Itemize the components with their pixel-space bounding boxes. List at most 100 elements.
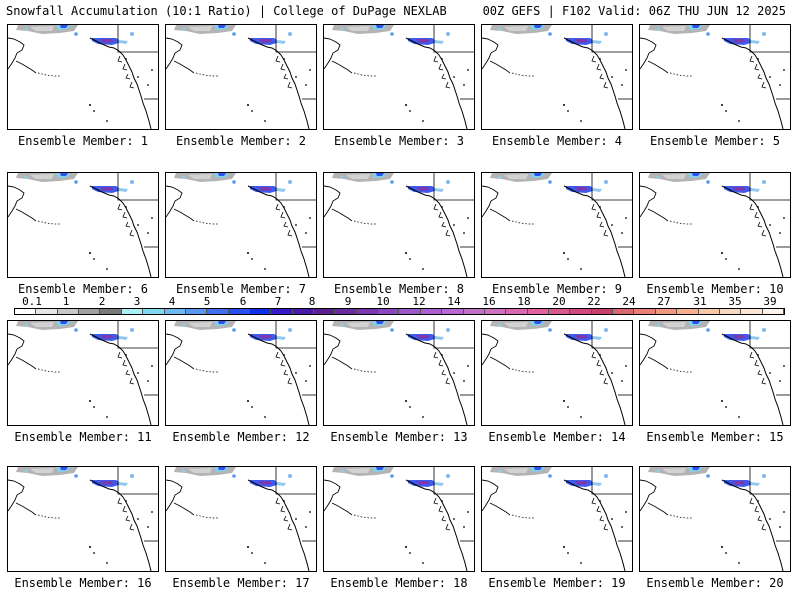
ensemble-member-label: Ensemble Member: 5 bbox=[649, 134, 781, 148]
ensemble-map-panel bbox=[165, 24, 317, 130]
legend-color-cell bbox=[463, 309, 485, 314]
legend-color-cell bbox=[570, 309, 592, 314]
legend-color-cell bbox=[506, 309, 528, 314]
legend-tick-label: 20 bbox=[552, 295, 566, 308]
ensemble-member-label: Ensemble Member: 4 bbox=[491, 134, 623, 148]
legend-color-cell bbox=[655, 309, 678, 314]
ensemble-member-label: Ensemble Member: 14 bbox=[488, 430, 626, 444]
ensemble-member-label: Ensemble Member: 11 bbox=[14, 430, 152, 444]
ensemble-map-panel bbox=[165, 320, 317, 426]
legend-tick-label: 12 bbox=[412, 295, 426, 308]
legend-color-cell bbox=[207, 309, 229, 314]
ensemble-map-panel bbox=[7, 320, 159, 426]
legend-color-cell bbox=[57, 309, 80, 314]
ensemble-map-panel bbox=[165, 172, 317, 278]
legend-tick-label: 27 bbox=[657, 295, 671, 308]
legend-color-cell bbox=[762, 309, 784, 314]
ensemble-member-label: Ensemble Member: 7 bbox=[175, 282, 307, 296]
map-title: Snowfall Accumulation (10:1 Ratio) | Col… bbox=[6, 4, 447, 18]
ensemble-member-label: Ensemble Member: 16 bbox=[14, 576, 152, 590]
legend-color-cell bbox=[378, 309, 400, 314]
legend-color-cell bbox=[121, 309, 144, 314]
ensemble-map-panel bbox=[7, 172, 159, 278]
legend-tick-label: 3 bbox=[133, 295, 141, 308]
ensemble-member-label: Ensemble Member: 15 bbox=[646, 430, 784, 444]
ensemble-map-panel bbox=[639, 24, 791, 130]
ensemble-map-panel bbox=[323, 24, 475, 130]
legend-color-cell bbox=[335, 309, 357, 314]
ensemble-map-panel bbox=[165, 466, 317, 572]
ensemble-map-panel bbox=[639, 320, 791, 426]
ensemble-member-label: Ensemble Member: 8 bbox=[333, 282, 465, 296]
legend-color-cell bbox=[613, 309, 635, 314]
legend-tick-label: 14 bbox=[447, 295, 461, 308]
ensemble-member-label: Ensemble Member: 12 bbox=[172, 430, 310, 444]
legend-tick-label: 8 bbox=[308, 295, 316, 308]
legend-tick-label: 16 bbox=[482, 295, 496, 308]
legend-color-cell bbox=[719, 309, 742, 314]
ensemble-map-panel bbox=[481, 466, 633, 572]
ensemble-map-panel bbox=[7, 24, 159, 130]
legend-tick-label: 24 bbox=[622, 295, 636, 308]
legend-tick-label: 39 bbox=[763, 295, 777, 308]
ensemble-map-panel bbox=[323, 172, 475, 278]
legend-tick-label: 5 bbox=[203, 295, 211, 308]
legend-tick-label: 0.1 bbox=[22, 295, 42, 308]
legend-color-cell bbox=[36, 309, 58, 314]
ensemble-map-panel bbox=[639, 172, 791, 278]
ensemble-member-label: Ensemble Member: 20 bbox=[646, 576, 784, 590]
legend-color-cell bbox=[292, 309, 315, 314]
legend-color-cell bbox=[185, 309, 208, 314]
legend-color-cell bbox=[271, 309, 293, 314]
ensemble-member-label: Ensemble Member: 2 bbox=[175, 134, 307, 148]
ensemble-member-label: Ensemble Member: 17 bbox=[172, 576, 310, 590]
legend-color-cell bbox=[741, 309, 763, 314]
ensemble-member-label: Ensemble Member: 1 bbox=[17, 134, 149, 148]
legend-color-cell bbox=[79, 309, 101, 314]
legend-tick-label: 1 bbox=[62, 295, 70, 308]
legend-color-cell bbox=[143, 309, 165, 314]
legend-tick-label: 35 bbox=[728, 295, 742, 308]
ensemble-member-label: Ensemble Member: 3 bbox=[333, 134, 465, 148]
ensemble-map-panel bbox=[639, 466, 791, 572]
legend-color-cell bbox=[399, 309, 421, 314]
legend-color-cell bbox=[527, 309, 549, 314]
ensemble-map-panel bbox=[481, 172, 633, 278]
legend-color-cell bbox=[228, 309, 250, 314]
legend-color-cell bbox=[249, 309, 272, 314]
legend-tick-label: 10 bbox=[376, 295, 390, 308]
legend-tick-label: 9 bbox=[344, 295, 352, 308]
ensemble-member-label: Ensemble Member: 19 bbox=[488, 576, 626, 590]
legend-color-cell bbox=[420, 309, 443, 314]
ensemble-member-label: Ensemble Member: 13 bbox=[330, 430, 468, 444]
ensemble-member-label: Ensemble Member: 18 bbox=[330, 576, 468, 590]
legend-color-cell bbox=[591, 309, 614, 314]
legend-color-cell bbox=[164, 309, 186, 314]
legend-tick-label: 22 bbox=[587, 295, 601, 308]
ensemble-map-panel bbox=[481, 320, 633, 426]
ensemble-member-label: Ensemble Member: 6 bbox=[17, 282, 149, 296]
snowfall-color-legend: 0.1 1 2 3 4 5 6 7 8 9 10 12 14 16 18 20 22 24 27 31 35 39 bbox=[14, 296, 785, 318]
legend-color-cell bbox=[15, 309, 37, 314]
legend-color-cell bbox=[677, 309, 699, 314]
legend-color-cell bbox=[548, 309, 571, 314]
ensemble-map-panel bbox=[7, 466, 159, 572]
legend-color-cell bbox=[442, 309, 464, 314]
legend-tick-label: 6 bbox=[239, 295, 247, 308]
legend-color-cell bbox=[484, 309, 507, 314]
legend-tick-label: 2 bbox=[98, 295, 106, 308]
legend-tick-label: 4 bbox=[168, 295, 176, 308]
legend-color-cell bbox=[698, 309, 720, 314]
ensemble-member-label: Ensemble Member: 9 bbox=[491, 282, 623, 296]
legend-color-bar bbox=[14, 308, 785, 315]
ensemble-member-label: Ensemble Member: 10 bbox=[646, 282, 784, 296]
legend-tick-label: 18 bbox=[517, 295, 531, 308]
valid-time: 00Z GEFS | F102 Valid: 06Z THU JUN 12 20… bbox=[482, 4, 786, 18]
legend-color-cell bbox=[100, 309, 122, 314]
legend-color-cell bbox=[634, 309, 656, 314]
ensemble-map-panel bbox=[323, 320, 475, 426]
legend-color-cell bbox=[314, 309, 336, 314]
legend-color-cell bbox=[356, 309, 379, 314]
legend-tick-label: 31 bbox=[693, 295, 707, 308]
legend-tick-label: 7 bbox=[274, 295, 282, 308]
